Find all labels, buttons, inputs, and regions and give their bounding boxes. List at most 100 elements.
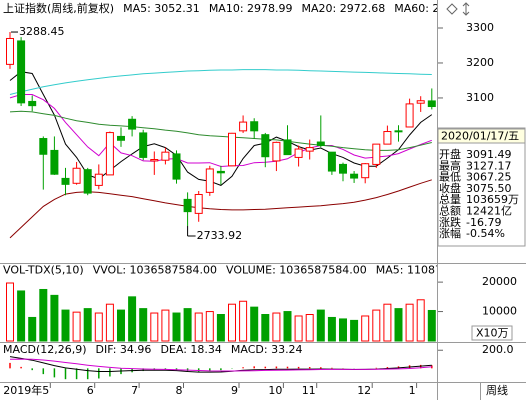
volume-bar [239,300,248,342]
macd-bar [64,368,67,380]
info-date-box [437,128,526,144]
ma-line [9,110,432,151]
macd-line [9,358,432,372]
volume-bar [183,308,192,342]
candle-body [172,153,181,180]
candle-body [339,163,347,174]
volume-bar [150,312,159,342]
macd-bar [31,368,33,371]
candle-body [394,130,403,133]
volume-bar [72,311,81,342]
volume-bar [294,315,303,342]
candle-body [183,198,192,213]
legend-label: MA5: 3052.31 [123,2,200,15]
macd-bar [53,368,56,378]
macd-bar [331,367,333,369]
legend-label: VVOL: 1036587584.00 [93,264,217,277]
candle-body [50,149,59,175]
candle-body [28,100,37,107]
candle-body [327,151,336,172]
volume-bar [416,299,425,342]
ma-line [9,69,432,95]
x-tick-label: 9 [231,384,238,397]
volume-bar [261,314,270,342]
candle-body [283,139,292,156]
info-label: 收盘 [439,181,461,195]
volume-bar [6,282,14,342]
candle-body [427,100,436,108]
volume-bar [361,315,370,342]
volume-bar [28,316,37,342]
y-tick-label: 10000 [482,305,517,318]
volume-bar [283,311,292,342]
annotation: 2733.92 [197,229,243,242]
macd-bar [308,367,311,369]
unit-box [471,325,513,341]
candle-body [272,141,281,162]
x-tick-label: 12 [357,384,371,397]
annotation: 3288.45 [19,25,65,38]
legend-label: DIF: 34.96 [96,343,152,356]
info-value: 3067.25 [466,171,512,184]
candle-body [205,168,214,193]
y-tick-label: 20000 [482,275,517,288]
macd-bar [297,366,300,369]
macd-bar [320,367,322,369]
info-label: 最低 [439,171,461,184]
tool-icon[interactable] [462,2,470,16]
info-label: 涨跌 [439,215,461,229]
volume-bar [39,288,48,342]
volume-bar [128,296,137,342]
candle-body [83,169,92,194]
candle-body [383,131,392,145]
macd-bar [386,367,389,369]
plot-area: 3288.45 2733.92 上证指数(周线,前复权) MA5: 3052.31 MA… [0,1,437,380]
candle-body [261,134,270,158]
candle-body [350,173,359,179]
info-value: 103659万 [466,193,519,206]
x-tick-label: 6 [87,384,94,397]
legend-label: MACD(12,26,9) [3,343,87,356]
x-tick-label: 1 [409,384,416,397]
candle-body [239,121,248,132]
volume-bar [205,311,214,342]
volume-bar [117,309,125,342]
y-tick-label: 200.0 [482,343,514,356]
macd-bar [86,368,89,380]
y-tick-label: 3100 [466,91,494,104]
tool-icon[interactable] [446,3,458,15]
x-tick-label: 7 [131,384,138,397]
header-bg [0,344,437,356]
macd-bar [397,366,400,369]
info-label: 涨幅 [439,227,461,240]
macd-bar [419,364,422,369]
candle-body [316,141,325,147]
volume-bar [405,303,414,342]
y-tick-label: 3300 [466,21,494,34]
macd-bar [98,368,100,379]
volume-bar [327,316,336,342]
x-tick-label: 8 [176,384,183,397]
volume-bar [272,312,281,342]
volume-bar [339,318,347,342]
info-date: 2020/01/17/五 [441,130,519,143]
info-value: -16.79 [466,216,501,229]
volume-bar [105,303,114,342]
volume-bar [17,290,26,342]
candle-body [94,173,103,186]
info-value: -0.54% [466,227,505,240]
volume-bar [383,303,392,342]
info-value: 12421亿 [466,205,512,218]
candle-body [61,177,70,185]
macd-bar [220,368,222,371]
macd-bar [20,366,22,369]
x-tick-label: 2019年5 [3,383,49,397]
legend-label: MA20: 2972.68 [302,2,386,15]
macd-bar [275,366,278,369]
candle-body [305,147,314,152]
info-label: 总量 [439,192,461,206]
info-label: 总额 [439,204,461,218]
candle-body [161,151,170,161]
overlay: 3100 3200 3300 2020/01/17/五开盘 3091.49 最高 3127.… [3,21,526,397]
